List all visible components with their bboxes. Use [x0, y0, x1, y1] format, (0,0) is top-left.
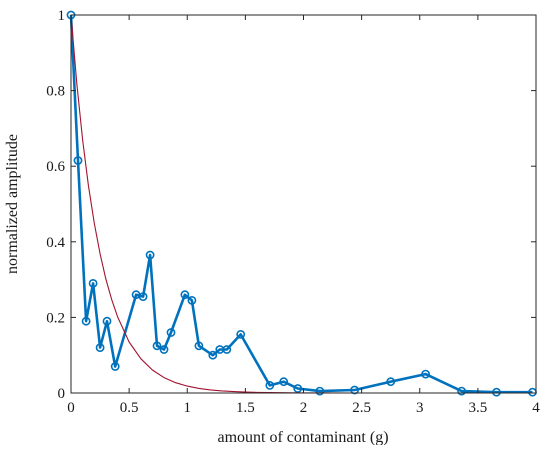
series-1-point	[180, 290, 190, 300]
series-1-point	[293, 384, 303, 393]
series-1-line	[69, 14, 533, 394]
x-tick-label: 3	[416, 400, 424, 416]
y-tick-label: 0.6	[46, 159, 65, 175]
series-1-point	[194, 341, 204, 351]
series-1-point	[102, 316, 112, 326]
y-tick-label: 0.4	[46, 235, 65, 251]
series-1-point	[386, 377, 396, 387]
x-tick-label: 1.5	[236, 400, 255, 416]
y-tick-label: 0	[58, 386, 66, 402]
x-tick-label: 2	[300, 400, 308, 416]
x-tick-label: 1	[184, 400, 192, 416]
x-tick-label: 2.5	[352, 400, 371, 416]
series-1-point	[265, 380, 275, 390]
series-1-point	[145, 250, 155, 260]
y-tick-label: 1	[58, 8, 66, 24]
series-1-point	[110, 362, 120, 371]
x-tick-label: 0.5	[120, 400, 139, 416]
series-1-point	[421, 369, 430, 379]
x-tick-label: 4	[532, 400, 540, 416]
series-1-point	[222, 345, 232, 354]
y-tick-label: 0.8	[46, 84, 65, 100]
series-1-point	[208, 350, 218, 360]
y-axis-label: normalized amplitude	[4, 134, 21, 274]
series-1-point	[457, 386, 466, 396]
series-1-point	[279, 377, 289, 387]
series-1-point	[166, 328, 176, 337]
x-tick-label: 0	[67, 400, 75, 416]
series-1-point	[152, 341, 162, 351]
series-1-point	[138, 292, 148, 301]
series-1-point	[81, 316, 91, 326]
series-1-point	[315, 386, 325, 396]
series-1-point	[95, 343, 105, 352]
series-1-point	[73, 156, 83, 165]
series-1-point	[492, 387, 501, 397]
series-1-point	[187, 295, 197, 305]
series-1-point	[236, 329, 246, 339]
x-tick-label: 3.5	[469, 400, 488, 416]
y-tick-label: 0.2	[46, 310, 65, 326]
series-1-point	[88, 278, 98, 288]
x-axis-label: amount of contaminant (g)	[217, 429, 388, 445]
series-1-point	[350, 385, 359, 395]
series-1-point	[159, 345, 169, 354]
